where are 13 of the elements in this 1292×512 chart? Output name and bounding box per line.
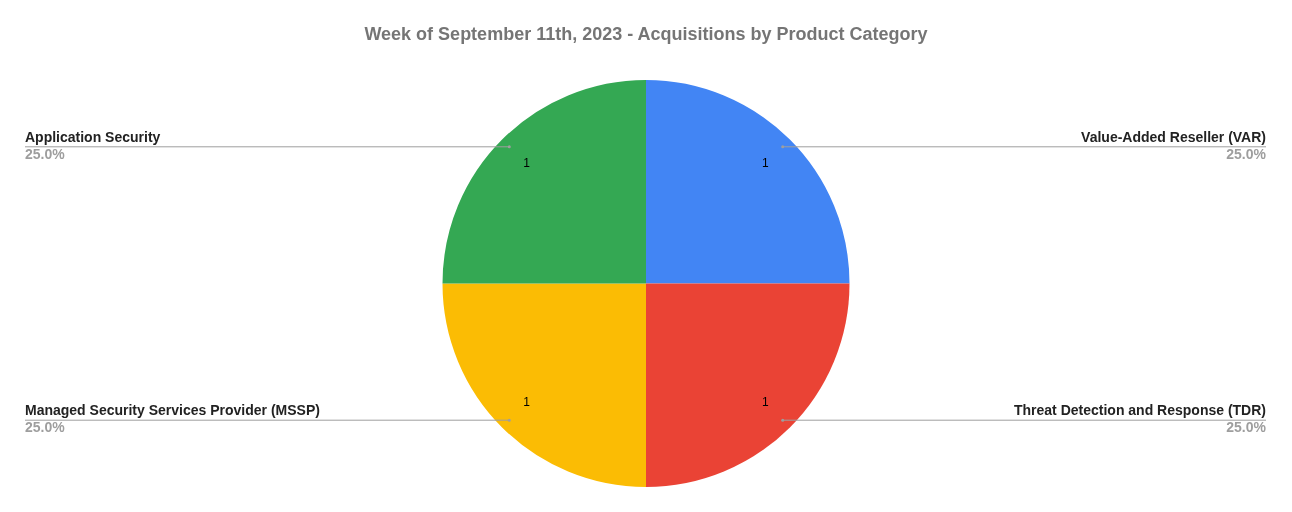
- slice-label: Managed Security Services Provider (MSSP): [25, 402, 320, 419]
- data-label: 25.0%: [25, 145, 66, 162]
- chart-title: Week of September 11th, 2023 - Acquisitions by Product Category: [363, 24, 929, 45]
- slice-label: Threat Detection and Response (TDR): [1013, 402, 1266, 419]
- slice-label: Value-Added Reseller (VAR): [1081, 128, 1266, 145]
- text: 1: [762, 156, 770, 171]
- text: 1: [523, 156, 531, 171]
- text: 1: [523, 395, 531, 410]
- text: 1: [762, 395, 770, 410]
- data-label: 25.0%: [1226, 419, 1267, 436]
- slice-label: Application Security: [25, 128, 161, 145]
- data-label: 25.0%: [25, 419, 66, 436]
- data-label: 25.0%: [1226, 145, 1267, 162]
